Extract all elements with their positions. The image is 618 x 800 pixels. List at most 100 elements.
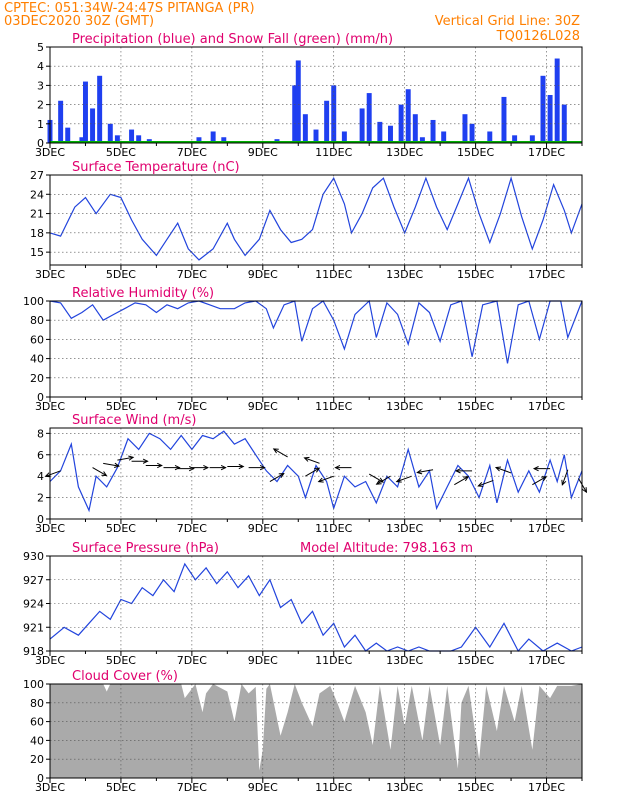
y-tick-label: 921 (23, 621, 44, 634)
wind-arrow (532, 466, 551, 472)
x-tick-label: 9DEC (248, 522, 278, 535)
x-tick-label: 11DEC (315, 781, 352, 794)
x-tick-label: 5DEC (106, 781, 136, 794)
wind-arrow (227, 463, 245, 470)
wind-arrow (334, 464, 352, 471)
header-grid-note: Vertical Grid Line: 30Z (435, 14, 580, 29)
panel-title-temp: Surface Temperature (nC) (72, 160, 240, 175)
wind-arrow (368, 473, 385, 483)
precip-bar (90, 108, 96, 143)
y-tick-label: 0 (37, 513, 44, 526)
precip-bar (419, 137, 425, 143)
x-tick-label: 3DEC (35, 522, 65, 535)
precip-bar (405, 89, 411, 143)
x-tick-label: 5DEC (106, 146, 136, 159)
x-tick-label: 13DEC (386, 268, 423, 281)
precip-bar (377, 121, 383, 143)
precip-bar (295, 60, 301, 143)
x-tick-label: 5DEC (106, 268, 136, 281)
x-tick-label: 11DEC (315, 654, 352, 667)
wind-arrow (375, 475, 391, 485)
panel-frame-precip (49, 46, 583, 144)
wind-arrow (494, 466, 512, 474)
panel-rh: Relative Humidity (%) 0 20 40 60 80 100 3DEC 5DE… (23, 286, 583, 413)
precip-bar (210, 131, 216, 143)
x-tick-label: 11DEC (315, 522, 352, 535)
wind-arrow (269, 472, 285, 482)
y-tick-label: 18 (30, 227, 44, 240)
x-tick-label: 3DEC (35, 654, 65, 667)
wind-arrow (561, 469, 569, 486)
wind-arrow (317, 475, 334, 483)
y-tick-label: 40 (30, 353, 44, 366)
panel-title-pressure: Surface Pressure (hPa) (72, 541, 219, 556)
pressure-series-line (49, 562, 583, 653)
precip-bar (540, 75, 546, 143)
precip-bar (561, 104, 567, 143)
x-tick-label: 17DEC (528, 654, 565, 667)
precip-bar (398, 104, 404, 143)
panel-title-precip: Precipitation (blue) and Snow Fall (gree… (72, 32, 393, 47)
wind-arrow (209, 464, 227, 471)
wind-arrow (454, 468, 473, 474)
x-tick-label: 11DEC (315, 268, 352, 281)
precip-bar (58, 100, 64, 143)
panel-frame-wind (49, 427, 583, 520)
y-tick-label: 21 (30, 208, 44, 221)
precip-bar (107, 123, 113, 143)
x-tick-label: 7DEC (177, 268, 207, 281)
wind-arrow (191, 464, 210, 471)
wind-arrow (532, 476, 548, 486)
precip-bar (196, 137, 202, 143)
precip-bar (554, 58, 560, 143)
x-tick-label: 15DEC (457, 146, 494, 159)
wind-arrow (145, 462, 163, 469)
precip-bar (136, 135, 142, 143)
x-tick-label: 7DEC (177, 146, 207, 159)
x-tick-label: 7DEC (177, 781, 207, 794)
wind-arrow (248, 464, 266, 471)
header-station: CPTEC: 051:34W-24:47S PITANGA (PR) (4, 1, 255, 16)
precip-bar (129, 129, 135, 143)
header-run-time: 03DEC2020 30Z (GMT) (4, 14, 154, 29)
y-tick-label: 27 (30, 169, 44, 182)
panels: Precipitation (blue) and Snow Fall (gree… (23, 32, 588, 794)
precip-bar (529, 135, 535, 143)
precip-bar (412, 114, 418, 143)
wind-arrow (103, 462, 121, 468)
x-tick-label: 3DEC (35, 268, 65, 281)
y-tick-label: 927 (23, 574, 44, 587)
x-tick-label: 9DEC (248, 654, 278, 667)
precip-bar (359, 108, 365, 143)
panel-title-rh: Relative Humidity (%) (72, 286, 214, 301)
y-tick-label: 4 (37, 470, 44, 483)
x-tick-label: 15DEC (457, 654, 494, 667)
wind-arrow (416, 469, 434, 475)
precip-bar (313, 129, 319, 143)
wind-arrow (395, 475, 412, 483)
x-tick-label: 17DEC (528, 781, 565, 794)
y-tick-label: 24 (30, 188, 44, 201)
y-tick-label: 4 (37, 60, 44, 73)
panel-pressure: Surface Pressure (hPa) Model Altitude: 79… (23, 541, 583, 667)
panel-title-cloud: Cloud Cover (%) (72, 669, 178, 684)
temp-series-line (49, 176, 583, 261)
x-tick-label: 9DEC (248, 146, 278, 159)
precip-bar (501, 96, 507, 143)
precip-bar (366, 93, 372, 143)
precip-bar (292, 85, 298, 143)
x-tick-label: 3DEC (35, 781, 65, 794)
precip-bar (512, 135, 518, 143)
x-tick-label: 13DEC (386, 654, 423, 667)
precip-bar (331, 85, 337, 143)
wind-arrow (117, 455, 135, 461)
x-tick-label: 3DEC (35, 146, 65, 159)
y-tick-label: 15 (30, 246, 44, 259)
y-tick-label: 60 (30, 333, 44, 346)
x-tick-label: 5DEC (106, 654, 136, 667)
x-tick-label: 13DEC (386, 781, 423, 794)
wind-arrow (177, 466, 195, 472)
wind-arrow (92, 467, 108, 477)
y-tick-label: 20 (30, 372, 44, 385)
